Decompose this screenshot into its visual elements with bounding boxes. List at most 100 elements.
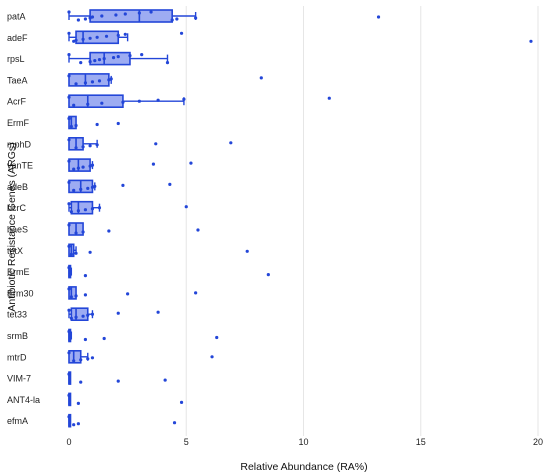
category-labels: patA adeF rpsL TaeA AcrF ErmF mphD vanTE adeB bcr… (7, 12, 40, 427)
point-adeF-0 (67, 31, 71, 35)
x-tick-label-5: 5 (184, 437, 189, 447)
point-vanTE-7 (189, 161, 193, 165)
category-label-adeB: adeB (7, 182, 28, 192)
point-rpsL-10 (165, 61, 170, 65)
box-rpsL (67, 51, 170, 66)
box-iqr-AcrF (68, 94, 124, 108)
box-iqr-tet33 (70, 307, 89, 322)
point-patA-13 (376, 15, 381, 19)
box-series (67, 9, 533, 428)
point-mtrD-5 (210, 355, 214, 359)
point-Erm30-0 (67, 287, 71, 291)
category-label-srmB: srmB (7, 331, 28, 341)
point-AcrF-5 (137, 99, 141, 103)
point-rpsL-9 (140, 53, 144, 57)
point-Erm30-4 (126, 292, 130, 296)
point-mtrD-3 (86, 357, 90, 361)
box-TaeA (67, 73, 263, 87)
box-baeS (67, 222, 200, 236)
point-ANT4-la-1 (76, 401, 80, 405)
point-TaeA-6 (109, 77, 113, 81)
point-adeF-2 (74, 38, 78, 42)
point-tet33-2 (74, 315, 78, 319)
point-ErmF-3 (95, 122, 99, 127)
point-TaeA-3 (90, 80, 95, 84)
x-tick-label-20: 20 (533, 437, 543, 447)
point-ErmF-4 (116, 121, 120, 126)
box-srmB (67, 328, 219, 343)
point-Erm30-2 (74, 294, 78, 298)
point-adeB-0 (67, 180, 71, 184)
point-adeF-3 (81, 37, 85, 41)
category-label-ErmF: ErmF (7, 118, 29, 128)
x-tick-label-0: 0 (66, 437, 71, 447)
box-tetX (67, 243, 249, 258)
point-patA-11 (175, 17, 179, 21)
point-baeS-3 (107, 229, 111, 233)
box-ErmE (67, 264, 270, 279)
point-tet33-7 (156, 310, 160, 314)
point-adeB-3 (86, 186, 90, 190)
point-adeF-8 (123, 32, 127, 36)
point-VIM-7-3 (163, 378, 167, 382)
x-axis-title: Relative Abundance (RA%) (240, 461, 367, 473)
point-adeF-6 (104, 34, 109, 38)
point-AcrF-6 (156, 98, 160, 102)
point-adeF-9 (179, 31, 184, 35)
point-rpsL-7 (116, 55, 120, 59)
point-adeB-7 (168, 182, 172, 186)
point-ErmF-1 (69, 124, 73, 129)
point-rpsL-5 (102, 57, 106, 61)
point-mtrD-4 (90, 356, 95, 360)
category-label-baeS: baeS (7, 225, 28, 235)
x-axis-ticks: 0 5 10 15 20 (66, 437, 543, 447)
category-label-VIM-7: VIM-7 (7, 374, 31, 384)
point-efmA-2 (76, 422, 80, 426)
point-tet33-5 (90, 312, 95, 316)
point-AcrF-4 (121, 100, 125, 104)
box-ErmF (67, 115, 120, 130)
box-adeF (67, 30, 533, 45)
point-baeS-0 (67, 223, 71, 227)
point-bcrC-5 (97, 206, 102, 210)
category-label-patA: patA (7, 12, 26, 22)
point-tet33-6 (116, 311, 120, 315)
point-AcrF-2 (86, 102, 90, 106)
point-ErmF-2 (74, 123, 78, 128)
point-patA-6 (114, 13, 118, 17)
point-tet33-4 (86, 313, 90, 317)
point-adeF-4 (88, 36, 92, 40)
point-VIM-7-0 (67, 372, 71, 376)
point-tet33-0 (67, 308, 71, 312)
category-label-tet33: tet33 (7, 310, 27, 320)
point-rpsL-0 (67, 53, 71, 57)
box-iqr-rpsL (89, 51, 131, 66)
point-mtrD-1 (72, 359, 76, 363)
point-vanTE-1 (72, 167, 76, 171)
point-srmB-1 (83, 337, 88, 342)
box-tet33 (67, 307, 160, 322)
point-TaeA-2 (83, 81, 88, 85)
point-AcrF-3 (100, 101, 104, 105)
category-label-rpsL: rpsL (7, 54, 25, 64)
point-srmB-0 (67, 329, 71, 334)
point-tetX-0 (67, 244, 71, 248)
point-patA-7 (123, 12, 127, 16)
point-mphD-6 (229, 141, 233, 145)
point-Erm30-5 (194, 291, 198, 295)
point-baeS-1 (74, 231, 78, 235)
point-vanTE-3 (81, 165, 85, 169)
point-bcrC-0 (67, 202, 71, 206)
point-bcrC-3 (83, 208, 88, 212)
point-patA-5 (100, 14, 104, 18)
point-AcrF-8 (327, 96, 331, 100)
vertical-gridlines (185, 6, 539, 436)
point-rpsL-1 (79, 61, 83, 65)
point-Erm30-3 (83, 293, 88, 297)
point-adeF-7 (116, 33, 120, 37)
category-label-mtrD: mtrD (7, 352, 27, 362)
point-AcrF-1 (72, 103, 76, 107)
category-label-AcrF: AcrF (7, 97, 27, 107)
point-adeB-2 (79, 187, 83, 191)
x-tick-label-10: 10 (298, 437, 308, 447)
